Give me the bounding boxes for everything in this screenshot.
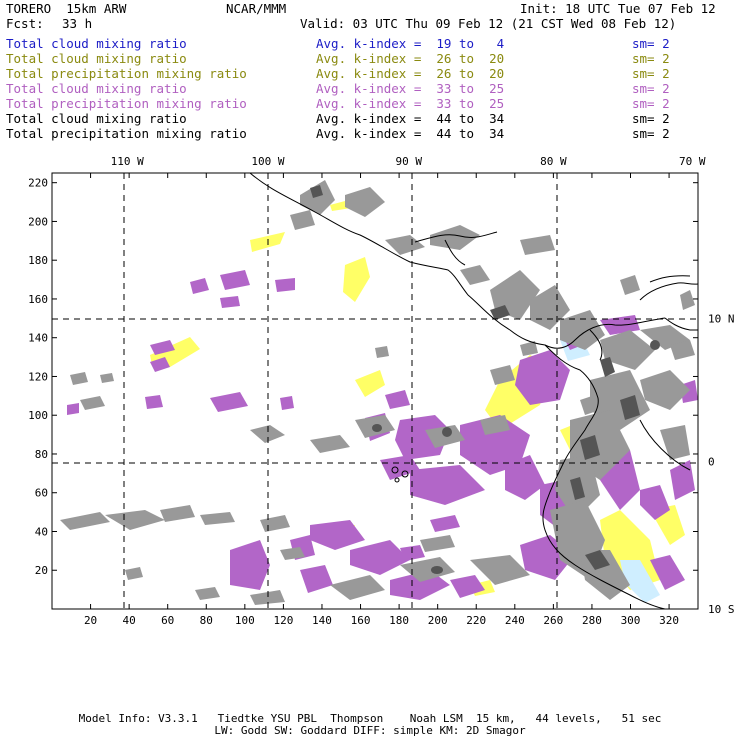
x-tick-label: 140 — [312, 614, 332, 627]
latlon-grid — [52, 173, 698, 609]
y-tick-label: 220 — [28, 177, 48, 190]
legend-row: Total cloud mixing ratio Avg. k-index = … — [6, 81, 736, 96]
legend-smoothing: sm= 2 — [632, 126, 670, 141]
x-tick-label: 260 — [543, 614, 563, 627]
legend-kindex: Avg. k-index = 26 to 20 — [316, 51, 505, 66]
x-tick-label: 240 — [505, 614, 525, 627]
center-label: NCAR/MMM — [226, 1, 287, 16]
latitude-label: 10 N — [708, 312, 735, 325]
legend-kindex: Avg. k-index = 33 to 25 — [316, 81, 505, 96]
init-time: Init: 18 UTC Tue 07 Feb 12 — [520, 1, 716, 16]
legend-row: Total cloud mixing ratio Avg. k-index = … — [6, 51, 736, 66]
legend-smoothing: sm= 2 — [632, 36, 670, 51]
legend-field: Total cloud mixing ratio — [6, 111, 187, 126]
legend-kindex: Avg. k-index = 26 to 20 — [316, 66, 505, 81]
legend-field: Total cloud mixing ratio — [6, 36, 187, 51]
x-tick-label: 20 — [84, 614, 97, 627]
longitude-label: 100 W — [251, 155, 284, 168]
axis-ticks — [52, 173, 698, 609]
forecast-hour: 33 h — [62, 16, 93, 31]
y-tick-label: 40 — [35, 525, 48, 538]
longitude-label: 70 W — [679, 155, 706, 168]
legend-kindex: Avg. k-index = 19 to 4 — [316, 36, 505, 51]
weather-map: 20 40 60 80 100 120 140 160 180 200 220 240 260 280 30… — [28, 155, 734, 627]
longitude-label: 110 W — [111, 155, 144, 168]
legend-kindex: Avg. k-index = 44 to 34 — [316, 126, 505, 141]
legend-field: Total precipitation mixing ratio — [6, 126, 247, 141]
legend-field: Total cloud mixing ratio — [6, 51, 187, 66]
legend-row: Total cloud mixing ratio Avg. k-index = … — [6, 111, 736, 126]
legend-smoothing: sm= 2 — [632, 96, 670, 111]
valid-time: Valid: 03 UTC Thu 09 Feb 12 (21 CST Wed … — [300, 16, 677, 31]
x-tick-label: 320 — [659, 614, 679, 627]
x-tick-label: 60 — [161, 614, 174, 627]
x-tick-label: 80 — [200, 614, 213, 627]
y-tick-label: 180 — [28, 254, 48, 267]
legend-row: Total cloud mixing ratio Avg. k-index = … — [6, 36, 736, 51]
forecast-label: Fcst: — [6, 16, 44, 31]
y-tick-label: 160 — [28, 293, 48, 306]
x-tick-label: 40 — [123, 614, 136, 627]
x-tick-label: 200 — [428, 614, 448, 627]
y-tick-label: 60 — [35, 487, 48, 500]
latitude-label: 0 — [708, 456, 715, 469]
x-tick-label: 120 — [273, 614, 293, 627]
plot-frame — [51, 172, 699, 610]
legend-kindex: Avg. k-index = 33 to 25 — [316, 96, 505, 111]
legend-row: Total precipitation mixing ratio Avg. k-… — [6, 126, 736, 141]
legend-kindex: Avg. k-index = 44 to 34 — [316, 111, 505, 126]
x-tick-label: 180 — [389, 614, 409, 627]
longitude-label: 80 W — [540, 155, 567, 168]
moisture-fields — [60, 180, 698, 605]
legend-smoothing: sm= 2 — [632, 66, 670, 81]
legend-smoothing: sm= 2 — [632, 81, 670, 96]
y-tick-label: 100 — [28, 409, 48, 422]
legend-field: Total precipitation mixing ratio — [6, 96, 247, 111]
legend-row: Total precipitation mixing ratio Avg. k-… — [6, 96, 736, 111]
y-tick-label: 140 — [28, 332, 48, 345]
physics-info-line: LW: Godd SW: Goddard DIFF: simple KM: 2D… — [214, 724, 526, 737]
axis-labels: 20 40 60 80 100 120 140 160 180 200 220 240 260 280 30… — [28, 155, 734, 627]
x-tick-label: 160 — [351, 614, 371, 627]
y-tick-label: 120 — [28, 370, 48, 383]
model-info-line: Model Info: V3.3.1 Tiedtke YSU PBL Thomp… — [78, 712, 662, 725]
legend-field: Total cloud mixing ratio — [6, 81, 187, 96]
x-tick-label: 220 — [466, 614, 486, 627]
y-tick-label: 200 — [28, 215, 48, 228]
legend-smoothing: sm= 2 — [632, 51, 670, 66]
x-tick-label: 280 — [582, 614, 602, 627]
y-tick-label: 80 — [35, 448, 48, 461]
latitude-label: 10 S — [708, 603, 735, 616]
legend-field: Total precipitation mixing ratio — [6, 66, 247, 81]
model-title: TORERO 15km ARW — [6, 1, 127, 16]
y-tick-label: 20 — [35, 564, 48, 577]
x-tick-label: 300 — [621, 614, 641, 627]
legend-smoothing: sm= 2 — [632, 111, 670, 126]
longitude-label: 90 W — [395, 155, 422, 168]
x-tick-label: 100 — [235, 614, 255, 627]
legend-row: Total precipitation mixing ratio Avg. k-… — [6, 66, 736, 81]
